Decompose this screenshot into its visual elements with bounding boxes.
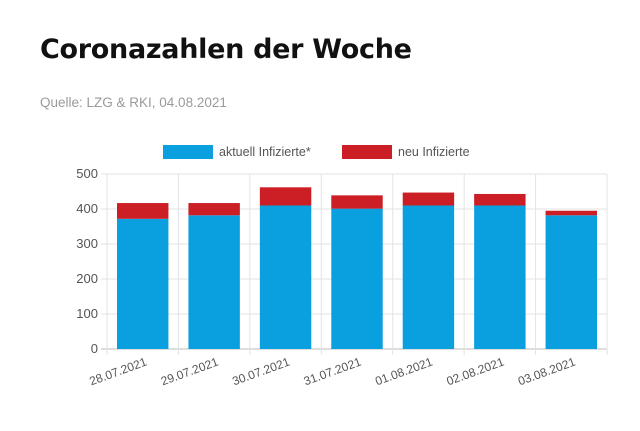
- bar-neu-infizierte[interactable]: [259, 187, 312, 206]
- x-tick-label: 28.07.2021: [88, 355, 150, 389]
- legend-item-neu[interactable]: neu Infizierte: [342, 145, 470, 159]
- bar-neu-infizierte[interactable]: [402, 192, 455, 206]
- source-note: Quelle: LZG & RKI, 04.08.2021: [40, 95, 227, 110]
- chart-legend: aktuell Infizierte* neu Infizierte: [0, 145, 640, 165]
- y-tick-label: 200: [76, 271, 98, 286]
- bar-aktuell-infizierte[interactable]: [188, 215, 240, 349]
- legend-swatch-neu: [342, 145, 392, 159]
- bar-neu-infizierte[interactable]: [188, 203, 240, 216]
- legend-item-aktuell[interactable]: aktuell Infizierte*: [163, 145, 311, 159]
- legend-label-neu: neu Infizierte: [398, 145, 470, 159]
- bar-neu-infizierte[interactable]: [117, 203, 169, 219]
- bar-aktuell-infizierte[interactable]: [331, 208, 383, 349]
- x-tick-label: 03.08.2021: [516, 355, 578, 389]
- y-tick-label: 0: [91, 341, 98, 356]
- x-axis-ticks: 28.07.2021 29.07.2021 30.07.2021 31.07.2021…: [88, 355, 578, 389]
- bar-aktuell-infizierte[interactable]: [117, 218, 169, 349]
- y-axis-ticks: 0 100 200 300 400 500: [76, 166, 98, 356]
- bar-aktuell-infizierte[interactable]: [474, 205, 526, 350]
- y-tick-label: 100: [76, 306, 98, 321]
- y-tick-label: 300: [76, 236, 98, 251]
- bar-aktuell-infizierte[interactable]: [259, 205, 312, 350]
- y-tick-label: 500: [76, 166, 98, 181]
- bar-neu-infizierte[interactable]: [545, 210, 597, 216]
- bar-aktuell-infizierte[interactable]: [402, 205, 455, 350]
- x-tick-label: 02.08.2021: [445, 355, 507, 389]
- bars: [117, 187, 597, 349]
- bar-neu-infizierte[interactable]: [331, 195, 383, 209]
- chart-title: Coronazahlen der Woche: [40, 34, 412, 65]
- legend-label-aktuell: aktuell Infizierte*: [219, 145, 311, 159]
- x-tick-label: 29.07.2021: [159, 355, 221, 389]
- y-tick-label: 400: [76, 201, 98, 216]
- x-tick-label: 01.08.2021: [373, 355, 435, 389]
- legend-swatch-aktuell: [163, 145, 213, 159]
- x-tick-label: 31.07.2021: [302, 355, 364, 389]
- bar-neu-infizierte[interactable]: [474, 193, 526, 206]
- x-tick-label: 30.07.2021: [230, 355, 292, 389]
- bar-aktuell-infizierte[interactable]: [545, 215, 597, 349]
